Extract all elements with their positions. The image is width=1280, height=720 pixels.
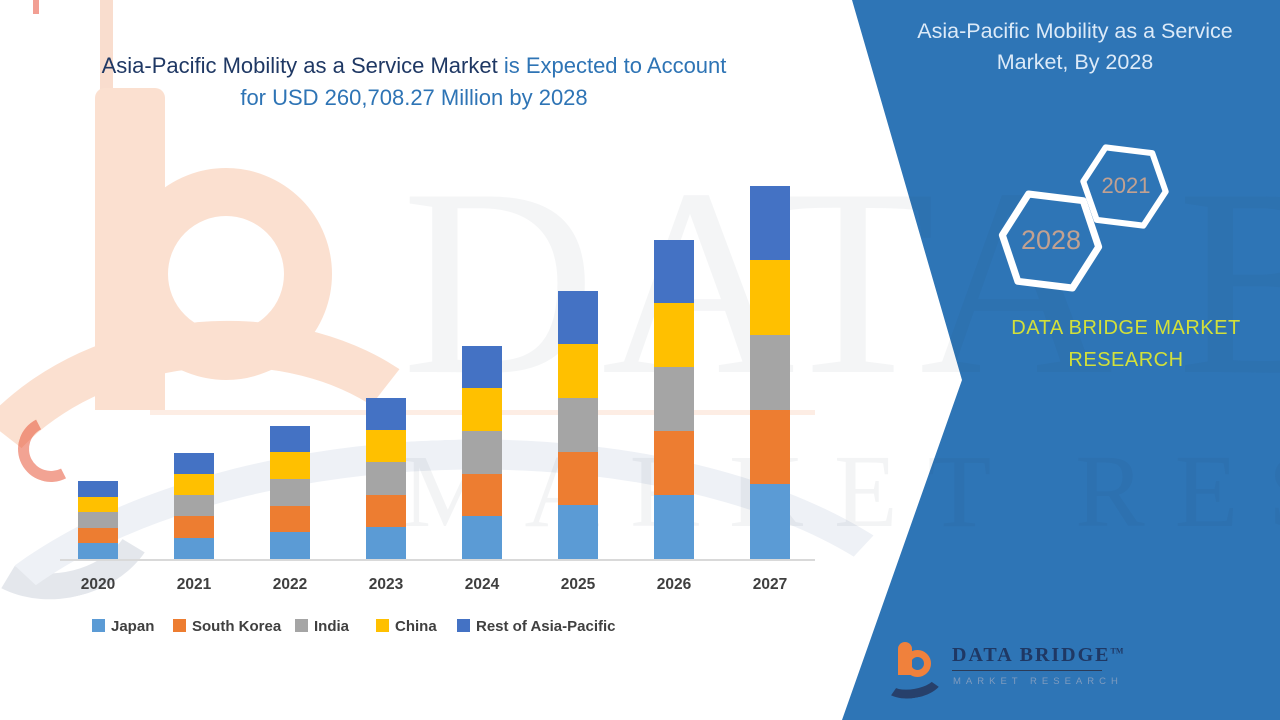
- bar-segment-2021-india: [174, 495, 214, 517]
- x-axis-label-2020: 2020: [80, 576, 116, 593]
- bar-segment-2022-rest-of-asia-pacific: [270, 425, 310, 453]
- bar-segment-2024-rest-of-asia-pacific: [462, 345, 502, 389]
- ghost-logo-b-bowl: [120, 168, 332, 380]
- bar-segment-2021-rest-of-asia-pacific: [174, 452, 214, 474]
- legend-swatch-icon: [295, 619, 308, 632]
- hexagon-badge-2021: [1080, 144, 1169, 229]
- bar-segment-2026-japan: [654, 495, 694, 559]
- ghost-logo-b-stem: [95, 88, 165, 410]
- x-axis-label-2025: 2025: [560, 576, 596, 593]
- bar-2021: [174, 452, 214, 560]
- bar-segment-2022-china: [270, 452, 310, 479]
- legend-label: South Korea: [192, 618, 282, 635]
- side-panel-title-line1: Asia-Pacific Mobility as a Service: [917, 19, 1233, 43]
- bar-segment-2027-china: [750, 260, 790, 335]
- bar-segment-2022-india: [270, 478, 310, 506]
- bar-segment-2024-japan: [462, 516, 502, 559]
- bar-segment-2025-china: [558, 344, 598, 398]
- footer-logo-tm: TM: [1110, 646, 1124, 656]
- badge-forecast-year-label: 2028: [1020, 225, 1082, 255]
- ghost-red-tick: [33, 0, 39, 14]
- x-axis-label-2024: 2024: [464, 576, 500, 593]
- bar-segment-2026-india: [654, 367, 694, 432]
- bar-segment-2021-south-korea: [174, 516, 214, 538]
- legend-item-india: India: [295, 618, 349, 636]
- legend-item-japan: Japan: [92, 618, 154, 636]
- legend-label: India: [314, 618, 350, 635]
- bar-segment-2026-rest-of-asia-pacific: [654, 239, 694, 304]
- bar-segment-2020-china: [78, 496, 118, 513]
- ghost-red-arc: [9, 407, 93, 491]
- bar-segment-2023-rest-of-asia-pacific: [366, 398, 406, 431]
- legend-label: China: [395, 618, 437, 635]
- bar-segment-2026-south-korea: [654, 431, 694, 496]
- brand-name-line1: DATA BRIDGE MARKET: [1011, 317, 1241, 339]
- bar-segment-2020-india: [78, 512, 118, 528]
- x-axis-label-2021: 2021: [176, 576, 212, 593]
- brand-name-text: DATA BRIDGE MARKET RESEARCH: [980, 312, 1272, 376]
- page-title-market-name: Asia-Pacific Mobility as a Service Marke…: [101, 53, 498, 78]
- legend-swatch-icon: [457, 619, 470, 632]
- bar-segment-2023-south-korea: [366, 494, 406, 527]
- bar-segment-2025-india: [558, 397, 598, 452]
- page-title: Asia-Pacific Mobility as a Service Marke…: [40, 50, 788, 114]
- bar-segment-2027-india: [750, 334, 790, 410]
- legend-swatch-icon: [376, 619, 389, 632]
- footer-logo-name-text: DATA BRIDGE: [952, 644, 1111, 666]
- x-axis-label-2027: 2027: [752, 576, 788, 593]
- footer-logo: DATA BRIDGETM MARKET RESEARCH: [879, 638, 1123, 708]
- bar-segment-2020-rest-of-asia-pacific: [78, 481, 118, 497]
- x-axis-label-2022: 2022: [272, 576, 308, 593]
- bar-segment-2027-japan: [750, 484, 790, 559]
- x-axis-line: [60, 559, 815, 561]
- bar-2025: [558, 290, 598, 560]
- bar-2020: [78, 481, 118, 559]
- legend-item-rest-of-asia-pacific: Rest of Asia-Pacific: [457, 618, 616, 636]
- bar-2026: [654, 239, 694, 560]
- legend-label: Rest of Asia-Pacific: [476, 618, 616, 635]
- bar-2023: [366, 398, 406, 559]
- bar-segment-2026-china: [654, 303, 694, 368]
- bar-segment-2022-japan: [270, 532, 310, 559]
- page-title-value-line: for USD 260,708.27 Million by 2028: [240, 85, 588, 110]
- legend-item-south-korea: South Korea: [173, 618, 281, 636]
- bar-segment-2023-japan: [366, 526, 406, 559]
- bar-2022: [270, 425, 310, 560]
- bar-segment-2024-china: [462, 388, 502, 431]
- bar-segment-2024-south-korea: [462, 473, 502, 517]
- bar-segment-2020-japan: [78, 543, 118, 559]
- bar-segment-2021-china: [174, 473, 214, 496]
- year-badges-graphic: [998, 144, 1169, 292]
- footer-logo-name: DATA BRIDGETM: [952, 644, 1123, 671]
- brand-name-line2: RESEARCH: [1068, 349, 1184, 371]
- bar-segment-2023-india: [366, 462, 406, 495]
- bar-segment-2020-south-korea: [78, 527, 118, 544]
- x-axis-label-2026: 2026: [656, 576, 692, 593]
- x-axis-label-2023: 2023: [368, 576, 404, 593]
- legend-item-china: China: [376, 618, 437, 636]
- hexagon-badge-2028: [998, 190, 1103, 292]
- legend-swatch-icon: [92, 619, 105, 632]
- bar-segment-2025-south-korea: [558, 451, 598, 506]
- bar-segment-2027-rest-of-asia-pacific: [750, 185, 790, 261]
- side-panel-title: Asia-Pacific Mobility as a Service Marke…: [885, 16, 1265, 78]
- bar-segment-2025-japan: [558, 505, 598, 559]
- legend-label: Japan: [111, 618, 155, 635]
- page-title-statement: is Expected to Account: [497, 53, 727, 78]
- side-panel-title-line2: Market, By 2028: [996, 50, 1154, 74]
- bar-segment-2021-japan: [174, 537, 214, 559]
- logo-b-bowl-icon: [904, 650, 931, 677]
- bar-segment-2027-south-korea: [750, 409, 790, 485]
- bar-segment-2022-south-korea: [270, 505, 310, 533]
- bar-segment-2024-india: [462, 430, 502, 474]
- bar-2024: [462, 345, 502, 560]
- footer-logo-tagline: MARKET RESEARCH: [953, 676, 1123, 687]
- bar-segment-2025-rest-of-asia-pacific: [558, 290, 598, 345]
- bar-2027: [750, 185, 790, 560]
- legend-swatch-icon: [173, 619, 186, 632]
- badge-base-year-label: 2021: [1101, 173, 1151, 198]
- bar-segment-2023-china: [366, 430, 406, 463]
